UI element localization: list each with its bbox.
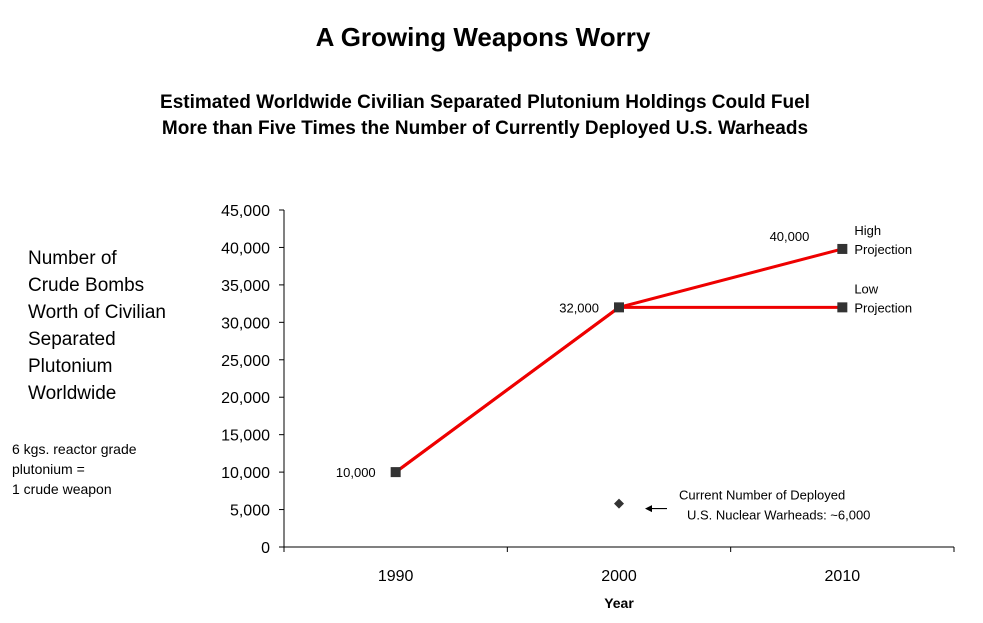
- reference-point-marker: [614, 498, 624, 509]
- y-tick-label: 45,000: [221, 203, 270, 220]
- chart-title: A Growing Weapons Worry: [315, 22, 651, 52]
- data-label: 32,000: [559, 300, 599, 315]
- x-tick-label: 2000: [601, 568, 637, 585]
- y-axis-label-line: Worldwide: [28, 383, 117, 404]
- y-tick-label: 10,000: [221, 465, 270, 482]
- series-name-label: Projection: [854, 300, 912, 315]
- y-tick-label: 5,000: [230, 503, 270, 520]
- y-tick-label: 20,000: [221, 390, 270, 407]
- x-tick-label: 2010: [825, 568, 861, 585]
- data-point-marker: [390, 467, 401, 478]
- reference-point-label: U.S. Nuclear Warheads: ~6,000: [687, 508, 870, 523]
- footnote-line: 1 crude weapon: [12, 481, 112, 497]
- y-tick-label: 25,000: [221, 353, 270, 370]
- conversion-footnote: 6 kgs. reactor grade plutonium = 1 crude…: [12, 439, 182, 499]
- series-name-label: High: [854, 223, 881, 238]
- data-label: 10,000: [336, 465, 376, 480]
- y-axis-label-line: Crude Bombs: [28, 275, 145, 296]
- chart-subtitle: Estimated Worldwide Civilian Separated P…: [0, 90, 970, 142]
- series-name-label: Low: [854, 281, 878, 296]
- footnote-line: 6 kgs. reactor grade: [12, 441, 137, 457]
- series-line: [394, 305, 843, 474]
- y-axis-label-line: Worth of Civilian: [28, 302, 166, 323]
- y-axis-label-line: Plutonium: [28, 356, 113, 377]
- subtitle-line: More than Five Times the Number of Curre…: [161, 118, 809, 139]
- data-point-marker: [837, 243, 848, 254]
- data-label: 40,000: [770, 229, 810, 244]
- annotation-arrowhead: [645, 505, 652, 513]
- y-tick-label: 40,000: [221, 240, 270, 257]
- y-tick-label: 35,000: [221, 278, 270, 295]
- subtitle-line: Estimated Worldwide Civilian Separated P…: [160, 92, 810, 113]
- reference-point-label: Current Number of Deployed: [679, 488, 845, 503]
- data-point-marker: [837, 302, 848, 313]
- data-point-marker: [614, 302, 624, 313]
- y-tick-label: 30,000: [221, 315, 270, 332]
- y-axis-label-line: Number of: [28, 248, 117, 269]
- footnote-line: plutonium =: [12, 461, 85, 477]
- series-line: [394, 247, 843, 474]
- x-tick-label: 1990: [378, 568, 414, 585]
- series-name-label: Projection: [854, 242, 912, 257]
- y-axis-label: Number of Crude Bombs Worth of Civilian …: [28, 245, 198, 407]
- y-tick-label: 0: [261, 540, 270, 557]
- y-tick-label: 15,000: [221, 428, 270, 445]
- y-axis-label-line: Separated: [28, 329, 116, 350]
- x-axis-title: Year: [604, 595, 634, 611]
